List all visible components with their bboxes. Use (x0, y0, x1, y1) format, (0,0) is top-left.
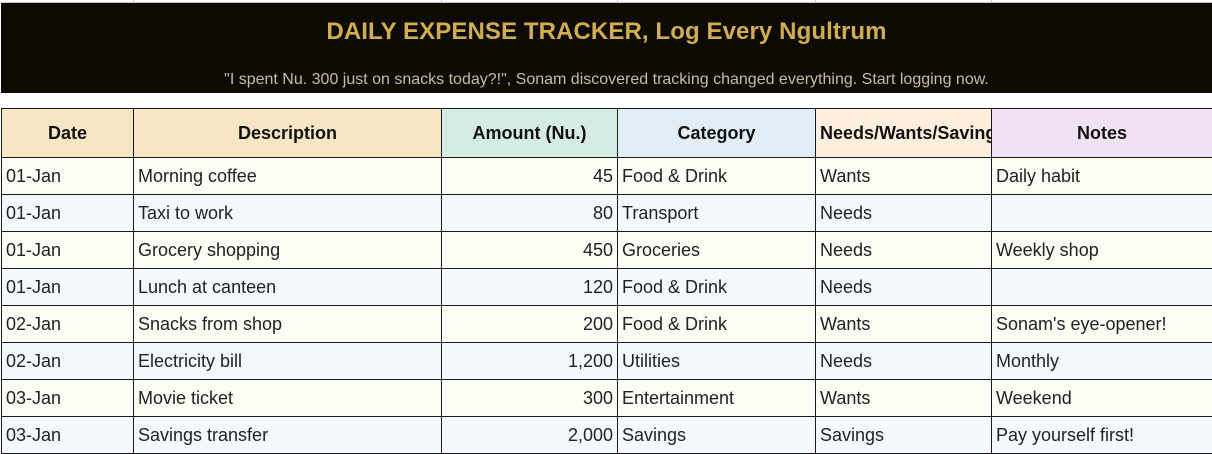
table-row: 03-Jan Savings transfer 2,000 Savings Sa… (2, 417, 1212, 454)
cell-amount[interactable]: 300 (442, 380, 618, 417)
cell-date[interactable]: 01-Jan (2, 195, 134, 232)
table-row: 01-Jan Morning coffee 45 Food & Drink Wa… (2, 158, 1212, 195)
cell-date[interactable]: 01-Jan (2, 232, 134, 269)
cell-amount[interactable]: 45 (442, 158, 618, 195)
cell-type[interactable]: Needs (816, 195, 992, 232)
cell-category[interactable]: Groceries (618, 232, 816, 269)
cell-notes[interactable] (992, 195, 1212, 232)
cell-date[interactable]: 02-Jan (2, 343, 134, 380)
header-category[interactable]: Category (618, 109, 816, 158)
cell-notes[interactable] (992, 269, 1212, 306)
cell-category[interactable]: Food & Drink (618, 269, 816, 306)
cell-category[interactable]: Savings (618, 417, 816, 454)
cell-date[interactable]: 03-Jan (2, 417, 134, 454)
cell-description[interactable]: Snacks from shop (134, 306, 442, 343)
cell-category[interactable]: Transport (618, 195, 816, 232)
table-row: 03-Jan Movie ticket 300 Entertainment Wa… (2, 380, 1212, 417)
cell-amount[interactable]: 450 (442, 232, 618, 269)
header-needs-wants-savings[interactable]: Needs/Wants/Savings (816, 109, 992, 158)
cell-category[interactable]: Utilities (618, 343, 816, 380)
cell-notes[interactable]: Weekly shop (992, 232, 1212, 269)
cell-date[interactable]: 01-Jan (2, 269, 134, 306)
cell-notes[interactable]: Monthly (992, 343, 1212, 380)
cell-amount[interactable]: 80 (442, 195, 618, 232)
cell-notes[interactable]: Sonam's eye-opener! (992, 306, 1212, 343)
cell-type[interactable]: Wants (816, 306, 992, 343)
cell-date[interactable]: 02-Jan (2, 306, 134, 343)
cell-category[interactable]: Food & Drink (618, 158, 816, 195)
cell-notes[interactable]: Weekend (992, 380, 1212, 417)
table-row: 01-Jan Taxi to work 80 Transport Needs (2, 195, 1212, 232)
table-row: 01-Jan Grocery shopping 450 Groceries Ne… (2, 232, 1212, 269)
cell-description[interactable]: Savings transfer (134, 417, 442, 454)
cell-notes[interactable]: Pay yourself first! (992, 417, 1212, 454)
cell-description[interactable]: Electricity bill (134, 343, 442, 380)
table-row: 01-Jan Lunch at canteen 120 Food & Drink… (2, 269, 1212, 306)
header-amount[interactable]: Amount (Nu.) (442, 109, 618, 158)
cell-date[interactable]: 03-Jan (2, 380, 134, 417)
cell-description[interactable]: Morning coffee (134, 158, 442, 195)
cell-amount[interactable]: 2,000 (442, 417, 618, 454)
sheet-subtitle: "I spent Nu. 300 just on snacks today?!"… (1, 71, 1212, 89)
table-row: 02-Jan Electricity bill 1,200 Utilities … (2, 343, 1212, 380)
cell-description[interactable]: Movie ticket (134, 380, 442, 417)
cell-amount[interactable]: 1,200 (442, 343, 618, 380)
header-row: Date Description Amount (Nu.) Category N… (2, 109, 1212, 158)
cell-description[interactable]: Lunch at canteen (134, 269, 442, 306)
header-date[interactable]: Date (2, 109, 134, 158)
header-notes[interactable]: Notes (992, 109, 1212, 158)
title-banner[interactable]: DAILY EXPENSE TRACKER, Log Every Ngultru… (1, 3, 1212, 93)
sheet-title: DAILY EXPENSE TRACKER, Log Every Ngultru… (1, 18, 1212, 46)
cell-type[interactable]: Needs (816, 269, 992, 306)
cell-description[interactable]: Grocery shopping (134, 232, 442, 269)
table-row: 02-Jan Snacks from shop 200 Food & Drink… (2, 306, 1212, 343)
header-description[interactable]: Description (134, 109, 442, 158)
cell-amount[interactable]: 200 (442, 306, 618, 343)
cell-date[interactable]: 01-Jan (2, 158, 134, 195)
cell-notes[interactable]: Daily habit (992, 158, 1212, 195)
cell-category[interactable]: Food & Drink (618, 306, 816, 343)
cell-type[interactable]: Needs (816, 232, 992, 269)
cell-type[interactable]: Needs (816, 343, 992, 380)
cell-type[interactable]: Wants (816, 158, 992, 195)
cell-category[interactable]: Entertainment (618, 380, 816, 417)
cell-type[interactable]: Wants (816, 380, 992, 417)
cell-type[interactable]: Savings (816, 417, 992, 454)
cell-description[interactable]: Taxi to work (134, 195, 442, 232)
cell-amount[interactable]: 120 (442, 269, 618, 306)
expense-table: Date Description Amount (Nu.) Category N… (1, 108, 1212, 454)
